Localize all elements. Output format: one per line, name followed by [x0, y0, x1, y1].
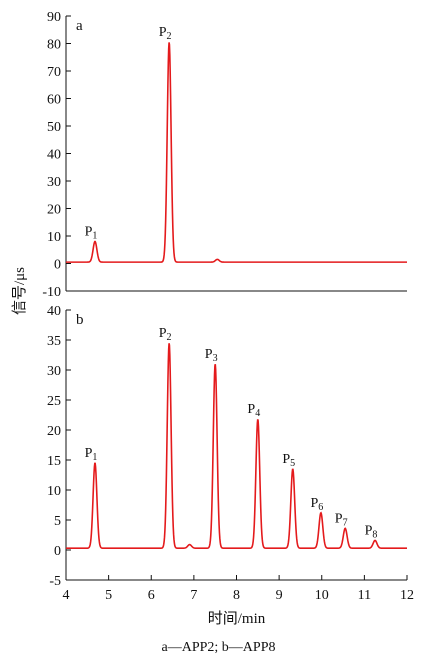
peak-label: P1: [85, 225, 98, 242]
peak-label: P3: [205, 347, 218, 364]
panel-label-a: a: [76, 18, 83, 34]
x-tick-label: 6: [148, 588, 155, 603]
y-tick-label: 30: [47, 364, 61, 379]
x-tick-label: 5: [105, 588, 112, 603]
panel-label-b: b: [76, 312, 84, 328]
peak-label: P2: [159, 25, 172, 42]
peak-label: P5: [282, 452, 295, 469]
y-tick-label: 60: [47, 93, 61, 108]
x-tick-label: 7: [190, 588, 197, 603]
x-tick-label: 10: [315, 588, 329, 603]
y-tick-label: 35: [47, 334, 61, 349]
y-tick-label: 25: [47, 394, 61, 409]
y-tick-label: 5: [54, 514, 61, 529]
x-axis-title: 时间/min: [208, 610, 266, 627]
chromatogram-chart: -10 0 10 20 30 40 50 60 70 80 90 a P1 P2 -5 0 5 10 15 20 25 3…: [11, 10, 414, 627]
y-tick-label: 0: [54, 544, 61, 559]
y-tick-label: -5: [49, 574, 61, 589]
y-tick-label: 70: [47, 65, 61, 80]
y-tick-label: 40: [47, 148, 61, 163]
x-tick-label: 8: [233, 588, 240, 603]
x-tick-label: 11: [358, 588, 371, 603]
x-tick-label: 12: [400, 588, 414, 603]
peak-label: P7: [335, 511, 348, 528]
y-tick-label: 40: [47, 304, 61, 319]
peak-label: P2: [159, 326, 172, 343]
y-tick-label: -10: [42, 285, 61, 300]
trace-b: [66, 343, 407, 549]
y-tick-label: 20: [47, 424, 61, 439]
peak-label: P8: [365, 523, 378, 540]
x-tick-label: 4: [63, 588, 70, 603]
y-tick-label: 0: [54, 258, 61, 273]
peak-label: P6: [310, 496, 323, 513]
y-tick-label: 50: [47, 120, 61, 135]
y-tick-label: 80: [47, 38, 61, 53]
y-tick-label: 15: [47, 454, 61, 469]
figure-caption: a—APP2; b—APP8: [161, 640, 276, 655]
y-tick-label: 10: [47, 484, 61, 499]
y-tick-label: 20: [47, 203, 61, 218]
x-tick-label: 9: [276, 588, 283, 603]
peak-label: P4: [247, 402, 260, 419]
trace-a: [66, 42, 407, 263]
peak-label: P1: [85, 446, 98, 463]
y-tick-label: 90: [47, 10, 61, 25]
y-tick-label: 10: [47, 230, 61, 245]
y-tick-label: 30: [47, 175, 61, 190]
y-axis-title: 信号/μs: [11, 267, 28, 315]
